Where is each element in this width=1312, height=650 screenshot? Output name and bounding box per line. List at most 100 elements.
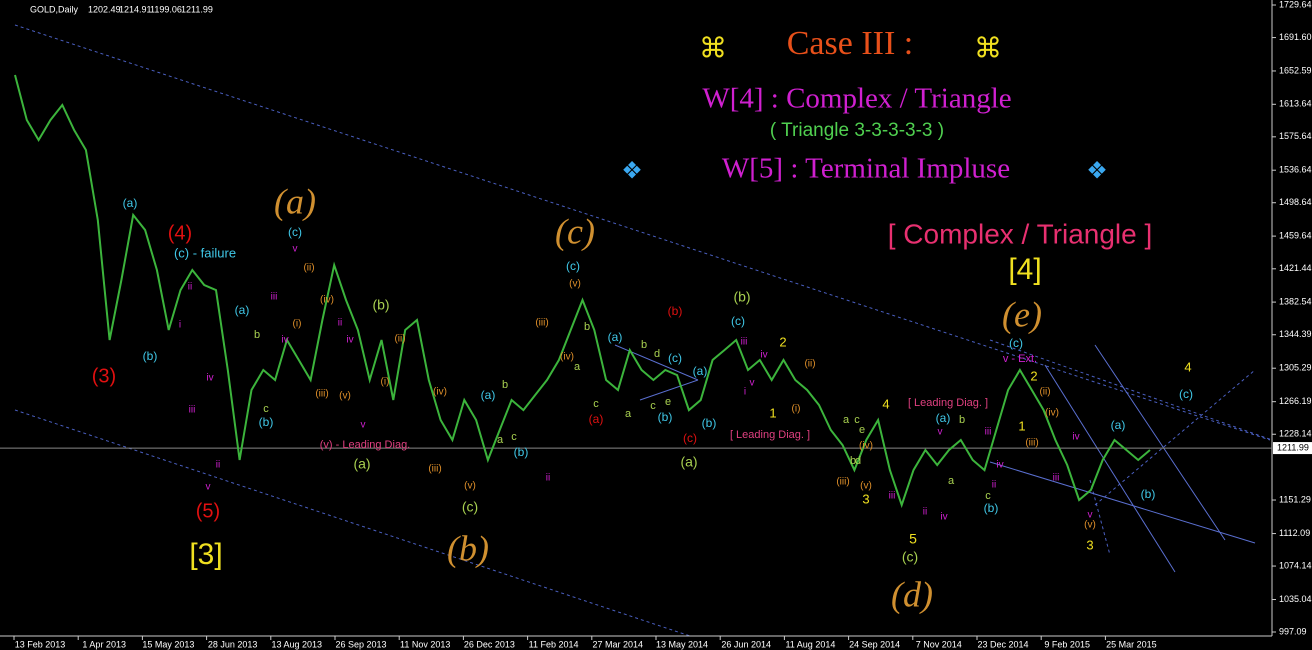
- y-tick-label: 1691.60: [1279, 32, 1312, 42]
- wave-label: 1: [769, 405, 776, 420]
- wave-label: (c): [288, 225, 302, 239]
- wave-label: c: [985, 490, 991, 502]
- wave-label: (c): [668, 351, 682, 365]
- wave-label: [ Leading Diag. ]: [730, 429, 810, 441]
- wave-label: 1: [1018, 418, 1025, 433]
- wave-label: (b): [733, 289, 750, 305]
- wave-label: (v): [464, 481, 476, 492]
- x-tick-label: 23 Dec 2014: [977, 639, 1028, 649]
- wave-label: iii: [189, 405, 196, 416]
- trend-lines: [14, 24, 1273, 637]
- wave-label: v: [206, 482, 211, 493]
- wave-label: 5: [909, 531, 917, 547]
- x-tick-label: 11 Aug 2014: [785, 639, 835, 649]
- wave-label: (b): [668, 304, 683, 318]
- wave-label: (c): [462, 499, 478, 515]
- wave-label: (b): [259, 415, 274, 429]
- y-tick-label: 1575.64: [1279, 131, 1312, 141]
- x-tick-label: 1 Apr 2013: [82, 639, 126, 649]
- wave-label: (iii): [315, 389, 328, 400]
- y-tick-label: 1305.29: [1279, 363, 1312, 373]
- x-tick-label: 11 Feb 2014: [529, 639, 579, 649]
- x-tick-label: 13 Aug 2013: [272, 639, 323, 649]
- wave-label: i: [744, 387, 746, 398]
- wave-label: iv: [940, 512, 947, 523]
- wave-label: a: [497, 434, 504, 446]
- wave-label: b: [584, 321, 590, 333]
- wave-label: a: [574, 361, 581, 373]
- wave-label: b: [254, 329, 260, 341]
- wave-label: v - Ext.: [1003, 353, 1037, 365]
- wave-label: (c): [1179, 387, 1193, 401]
- y-tick-label: 1459.64: [1279, 230, 1312, 240]
- x-tick-label: 25 Mar 2015: [1106, 639, 1157, 649]
- x-tick-label: 13 Feb 2013: [15, 639, 66, 649]
- wave-label: iv: [281, 335, 288, 346]
- current-price-box: [1273, 442, 1312, 455]
- wave-label: d: [855, 455, 861, 467]
- ohlc-open: 1202.49: [88, 4, 121, 14]
- subtitle: W[4] : Complex / Triangle: [702, 83, 1011, 115]
- wave-label: e: [665, 396, 671, 408]
- heading-wave: [4]: [1008, 253, 1041, 286]
- current-price-label: 1211.99: [1277, 442, 1309, 452]
- x-tick-label: 26 Jun 2014: [721, 639, 771, 649]
- wave-label: (a): [235, 303, 250, 317]
- wave-label: (iv): [320, 295, 334, 306]
- wave-label: (i): [381, 377, 390, 388]
- y-tick-label: 1228.14: [1279, 429, 1312, 439]
- wave-label: iv: [996, 460, 1003, 471]
- wave-label: b: [641, 339, 647, 351]
- wave-label: (b): [658, 410, 673, 424]
- wave-label: (c): [566, 259, 580, 273]
- wave-label: (a): [608, 330, 623, 344]
- ohlc-close: 1211.99: [181, 4, 213, 14]
- wave-label: (a): [123, 196, 138, 210]
- wave-label: 3: [862, 491, 869, 506]
- wave-label: 4: [882, 396, 889, 411]
- wave-label: (b): [702, 416, 717, 430]
- subtitle-icon: ❖: [621, 157, 643, 184]
- wave-label: 3: [1086, 537, 1093, 552]
- wave-label: (iii): [1025, 438, 1038, 449]
- wave-label: ii: [338, 318, 342, 329]
- y-tick-label: 997.09: [1279, 626, 1307, 636]
- wave-label: [3]: [189, 538, 222, 571]
- x-tick-label: 15 May 2013: [142, 639, 194, 649]
- wave-label: c: [593, 398, 599, 410]
- wave-label: (b): [984, 501, 999, 515]
- subtitle: ( Triangle 3-3-3-3-3 ): [770, 120, 944, 141]
- y-tick-label: 1421.44: [1279, 263, 1312, 273]
- title-icon: ⌘: [974, 32, 1002, 63]
- y-tick-label: 1498.64: [1279, 197, 1312, 207]
- x-tick-label: 7 Nov 2014: [916, 639, 962, 649]
- wave-label: (c): [683, 431, 697, 445]
- wave-label: ii: [546, 473, 550, 484]
- wave-label: b: [959, 414, 965, 426]
- wave-label: v: [361, 420, 366, 431]
- wave-label: c: [854, 414, 860, 426]
- price-line: [14, 74, 1151, 509]
- ohlc-high: 1214.91: [119, 4, 152, 14]
- wave-label: (a): [274, 181, 316, 221]
- y-tick-label: 1536.64: [1279, 165, 1312, 175]
- heading: [ Complex / Triangle ]: [888, 218, 1153, 249]
- y-tick-label: 1382.54: [1279, 296, 1312, 306]
- wave-label: (iv): [1045, 408, 1059, 419]
- wave-label: (ii): [394, 334, 405, 345]
- wave-label: (v): [569, 279, 581, 290]
- title-icon: ⌘: [699, 32, 727, 63]
- wave-label: (iii): [836, 477, 849, 488]
- symbol: GOLD,Daily: [30, 4, 79, 14]
- wave-label: ii: [216, 460, 220, 471]
- y-tick-label: 1035.04: [1279, 594, 1312, 604]
- wave-label: a: [843, 414, 850, 426]
- wave-label: iv: [346, 335, 353, 346]
- wave-label: b: [502, 379, 508, 391]
- wave-label: [ Leading Diag. ]: [908, 397, 988, 409]
- wave-label: (a): [680, 454, 697, 470]
- wave-label: iii: [271, 292, 278, 303]
- wave-label: ii: [923, 507, 927, 518]
- x-tick-label: 27 Mar 2014: [593, 639, 644, 649]
- y-tick-label: 1344.39: [1279, 329, 1312, 339]
